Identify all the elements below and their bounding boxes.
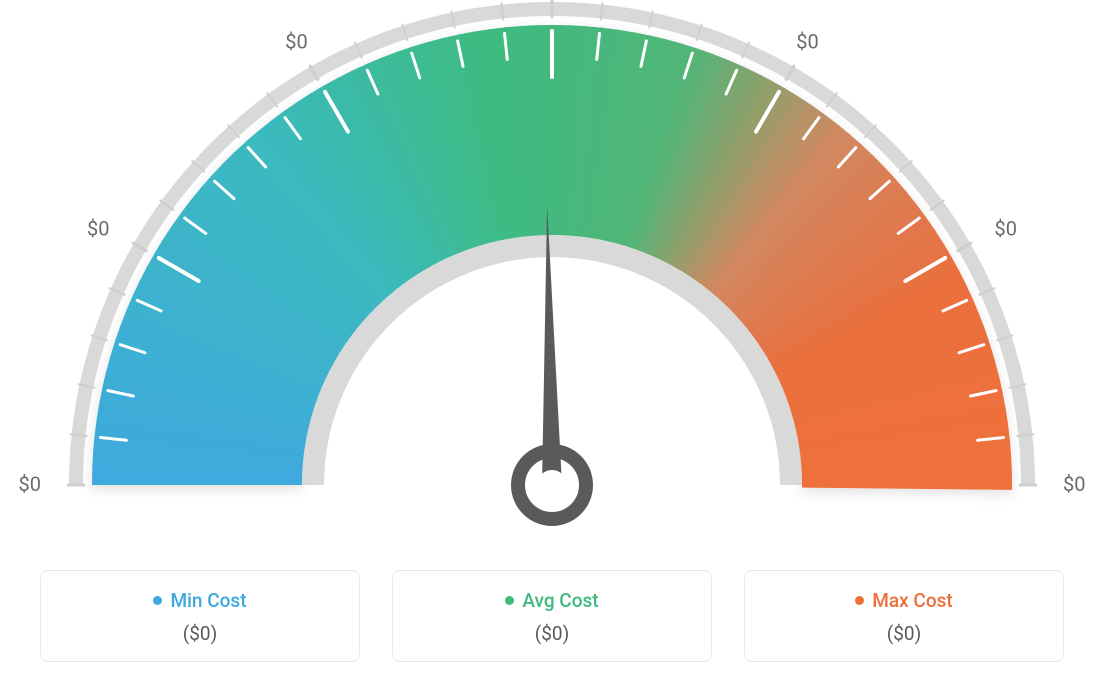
legend-row: Min Cost ($0) Avg Cost ($0) Max Cost ($0) (0, 570, 1104, 662)
legend-label: Max Cost (872, 589, 952, 612)
dot-icon (505, 596, 514, 605)
legend-label: Min Cost (170, 589, 246, 612)
gauge-tick-label: $0 (19, 472, 41, 496)
gauge-tick-label: $0 (796, 29, 818, 53)
gauge-svg: $0$0$0$0$0$0$0 (0, 0, 1104, 560)
legend-card-min: Min Cost ($0) (40, 570, 360, 662)
legend-title-min: Min Cost (153, 589, 246, 612)
legend-card-max: Max Cost ($0) (744, 570, 1064, 662)
gauge-tick-label: $0 (995, 217, 1017, 241)
gauge-tick-label: $0 (1063, 472, 1085, 496)
legend-value: ($0) (535, 622, 569, 645)
gauge-chart: $0$0$0$0$0$0$0 (0, 0, 1104, 560)
dot-icon (153, 596, 162, 605)
legend-value: ($0) (183, 622, 217, 645)
gauge-tick-label: $0 (87, 217, 109, 241)
legend-title-avg: Avg Cost (505, 589, 598, 612)
legend-title-max: Max Cost (855, 589, 952, 612)
dot-icon (855, 596, 864, 605)
legend-card-avg: Avg Cost ($0) (392, 570, 712, 662)
gauge-tick-label: $0 (285, 29, 307, 53)
gauge-needle-base-hole (537, 470, 567, 500)
legend-label: Avg Cost (522, 589, 598, 612)
legend-value: ($0) (887, 622, 921, 645)
